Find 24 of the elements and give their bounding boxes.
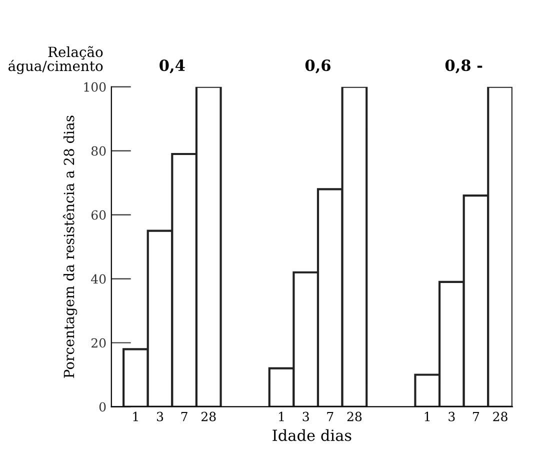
text: 0,6 (305, 60, 330, 74)
x-tick-label: 1 (133, 412, 138, 422)
x-tick-label: 3 (302, 412, 309, 422)
x-axis-title: Idade dias (272, 429, 352, 442)
y-tick-label: 40 (91, 274, 106, 284)
text: Relação água/cimento (8, 46, 103, 74)
x-tick-label: 1 (424, 412, 430, 422)
text: 0,8 - (445, 60, 482, 74)
x-tick-label: 7 (327, 412, 334, 422)
x-tick-label: 3 (448, 412, 455, 422)
x-tick-label: 28 (202, 412, 216, 422)
x-tick-label: 3 (156, 412, 164, 422)
y-tick-label: 0 (99, 402, 106, 412)
x-tick-label: 28 (347, 412, 362, 422)
x-tick-label: 7 (181, 412, 188, 422)
text: 0,4 (160, 60, 185, 74)
y-tick-label: 20 (91, 338, 106, 348)
y-axis-title: Porcentagem da resistência a 28 dias (62, 116, 78, 378)
y-tick-label: 60 (91, 210, 106, 220)
x-tick-label: 28 (493, 412, 508, 422)
x-tick-label: 7 (473, 412, 480, 422)
y-tick-label: 80 (91, 146, 106, 156)
y-tick-label: 100 (84, 82, 106, 92)
x-tick-label: 1 (279, 412, 284, 422)
